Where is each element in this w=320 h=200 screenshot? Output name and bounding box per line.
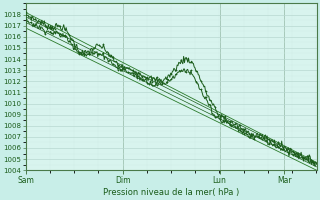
X-axis label: Pression niveau de la mer( hPa ): Pression niveau de la mer( hPa ) bbox=[103, 188, 239, 197]
